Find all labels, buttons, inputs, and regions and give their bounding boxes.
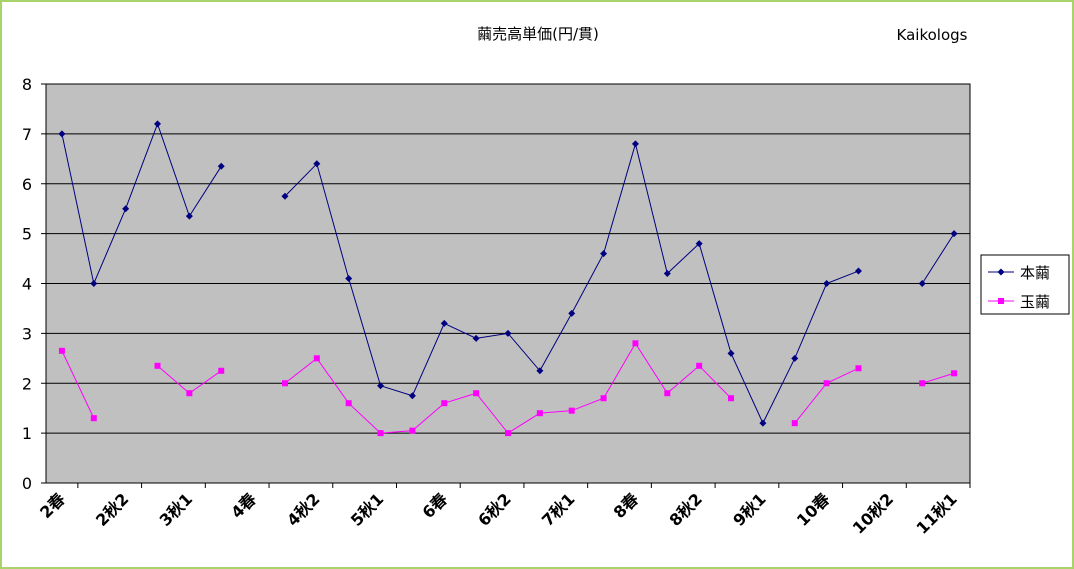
data-point [58, 347, 65, 354]
data-point [281, 192, 289, 200]
legend-box [980, 254, 1070, 315]
data-point [855, 365, 862, 372]
data-point [409, 427, 416, 434]
series-layer [58, 120, 958, 437]
data-point [791, 354, 799, 362]
data-point [217, 162, 225, 170]
legend-label: 玉繭 [1020, 293, 1050, 311]
data-point [281, 380, 288, 387]
data-point [218, 367, 225, 374]
data-point [90, 415, 97, 422]
data-point [663, 270, 671, 278]
data-point [58, 130, 66, 138]
x-tick-label: 2春 [36, 489, 69, 522]
data-point [504, 329, 512, 337]
data-point [313, 160, 321, 168]
y-tick-label: 6 [22, 175, 32, 194]
data-point [568, 309, 576, 317]
x-tick-label: 7秋1 [538, 489, 579, 530]
x-tick-label: 10秋2 [849, 489, 897, 537]
data-point [727, 349, 735, 357]
y-tick-label: 8 [22, 75, 32, 94]
data-point [632, 340, 639, 347]
y-tick-label: 7 [22, 125, 32, 144]
data-point [154, 120, 162, 128]
x-tick-label: 6春 [418, 489, 451, 522]
x-tick-label: 2秋2 [92, 489, 133, 530]
data-point [345, 275, 353, 283]
y-tick-label: 3 [22, 324, 32, 343]
series-line [61, 122, 222, 286]
data-point [791, 420, 798, 427]
data-point [918, 280, 926, 287]
x-axis-ticks: 2春 2秋2 3秋1 4春 4秋2 5秋1 6春 6秋2 7秋1 8春 8秋2 9秋1 10春 10秋2 1… [36, 483, 971, 538]
series-1 [58, 120, 958, 427]
data-point [186, 390, 193, 397]
legend-label: 本繭 [1020, 264, 1050, 282]
data-point [345, 400, 352, 407]
y-tick-label: 4 [22, 275, 32, 294]
x-tick-label: 4秋2 [283, 489, 324, 530]
x-tick-label: 9秋1 [729, 489, 770, 530]
data-point [90, 280, 98, 287]
data-point [696, 362, 703, 369]
y-tick-label: 2 [22, 374, 32, 393]
data-point [473, 390, 480, 397]
data-point [664, 390, 671, 397]
data-point [919, 380, 926, 387]
data-point [823, 280, 831, 287]
data-point [600, 395, 607, 402]
data-point [568, 407, 575, 414]
x-tick-label: 4春 [227, 489, 260, 522]
series-2 [58, 340, 958, 437]
x-tick-label: 8春 [610, 489, 643, 522]
data-point [759, 419, 767, 427]
legend-marker [998, 298, 1004, 304]
data-point [505, 430, 511, 437]
x-tick-label: 3秋1 [156, 489, 197, 530]
data-point [441, 400, 448, 407]
data-point [472, 334, 480, 342]
series-line [921, 233, 955, 284]
data-point [536, 410, 543, 417]
data-point [728, 395, 735, 402]
y-tick-label: 1 [22, 424, 32, 443]
y-tick-label: 5 [22, 225, 32, 244]
series-line [922, 372, 955, 384]
x-tick-label: 8秋2 [665, 489, 706, 530]
data-point [122, 205, 130, 213]
y-tick-label: 0 [22, 474, 32, 493]
data-point [823, 380, 830, 387]
data-point [154, 362, 161, 369]
x-tick-label: 11秋1 [913, 489, 961, 537]
data-point [600, 250, 608, 258]
brand-watermark: Kaikologs [897, 26, 968, 44]
data-point [695, 240, 703, 248]
x-tick-label: 10春 [793, 489, 834, 530]
x-tick-label: 6秋2 [474, 489, 515, 530]
data-point [631, 140, 639, 148]
data-point [377, 382, 385, 390]
data-point [951, 370, 958, 377]
data-point [408, 392, 416, 400]
data-point [854, 267, 862, 275]
x-tick-label: 5秋1 [347, 489, 388, 530]
data-point [950, 230, 958, 238]
data-point [377, 430, 384, 437]
data-point [185, 212, 193, 220]
series-line [61, 350, 95, 419]
data-point [313, 355, 320, 362]
y-axis-ticks: 0 1 2 3 4 5 6 7 8 [22, 75, 46, 493]
legend-marker [997, 268, 1005, 276]
gridlines [46, 133, 970, 434]
data-point [440, 319, 448, 327]
chart-title: 繭売高単価(円/貫) [477, 25, 599, 43]
data-point [536, 367, 544, 375]
